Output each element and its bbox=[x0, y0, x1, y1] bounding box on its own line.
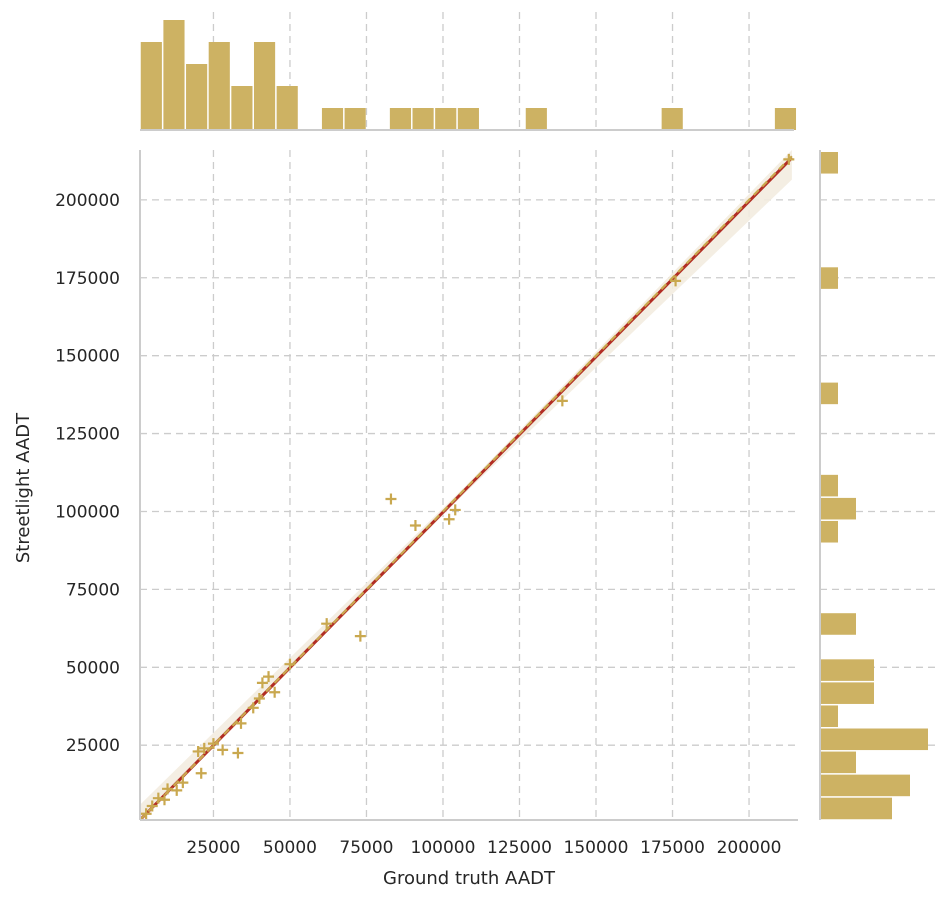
y-histogram-bar bbox=[820, 682, 874, 704]
y-tick-label: 150000 bbox=[55, 347, 120, 367]
scatter-point bbox=[354, 630, 366, 642]
scatter-point bbox=[140, 808, 152, 820]
y-tick-label: 75000 bbox=[66, 580, 120, 600]
scatter-points bbox=[140, 153, 795, 820]
x-tick-label: 150000 bbox=[564, 838, 629, 858]
x-histogram-bar bbox=[661, 108, 683, 130]
scatter-point bbox=[449, 504, 461, 516]
scatter-point bbox=[152, 792, 164, 804]
scatter-point bbox=[269, 686, 281, 698]
scatter-point bbox=[232, 747, 244, 759]
scatter-point bbox=[247, 702, 259, 714]
x-histogram-bar bbox=[253, 42, 276, 130]
scatter-point bbox=[192, 745, 204, 757]
scatter-point bbox=[146, 800, 158, 812]
x-tick-label: 200000 bbox=[717, 838, 782, 858]
y-histogram-bar bbox=[820, 474, 838, 497]
scatter-point bbox=[256, 677, 268, 689]
y-tick-label: 175000 bbox=[55, 269, 120, 289]
x-axis-label: Ground truth AADT bbox=[383, 868, 556, 889]
scatter-point bbox=[443, 513, 455, 525]
y-histogram-bar bbox=[820, 659, 874, 681]
right-marginal-histogram bbox=[819, 150, 928, 820]
scatter-point bbox=[235, 717, 247, 729]
x-tick-label: 75000 bbox=[339, 838, 393, 858]
joint-gridlines bbox=[140, 12, 936, 820]
x-histogram-bar bbox=[276, 86, 298, 130]
scatter-point bbox=[321, 618, 333, 630]
scatter-point bbox=[253, 692, 265, 704]
scatter-point bbox=[263, 671, 275, 683]
scatter-point bbox=[171, 784, 183, 796]
y-histogram-bar bbox=[820, 520, 838, 543]
x-histogram-bar bbox=[208, 42, 230, 130]
x-histogram-bar bbox=[435, 108, 457, 130]
scatter-point bbox=[195, 767, 207, 779]
x-histogram-bar bbox=[344, 108, 366, 130]
x-histogram-bar bbox=[389, 108, 412, 130]
y-histogram-bar bbox=[820, 267, 838, 289]
y-histogram-bar bbox=[820, 774, 910, 797]
y-histogram-bar bbox=[820, 751, 856, 774]
y-histogram-bar bbox=[820, 728, 928, 751]
x-tick-labels: 25000 50000 75000 100000 125000 150000 175000 2… bbox=[186, 838, 781, 858]
regression-line bbox=[138, 156, 793, 822]
scatter-point bbox=[670, 275, 682, 287]
top-marginal-histogram bbox=[140, 20, 797, 131]
x-histogram-bar bbox=[321, 108, 344, 130]
y-histogram-bar bbox=[820, 797, 892, 820]
y-histogram-bar bbox=[820, 497, 856, 520]
x-tick-label: 50000 bbox=[263, 838, 317, 858]
y-histogram-bar bbox=[820, 705, 838, 728]
scatter-point bbox=[385, 493, 397, 505]
scatter-point bbox=[158, 794, 170, 806]
x-tick-label: 25000 bbox=[186, 838, 240, 858]
x-histogram-bar bbox=[774, 108, 797, 130]
axis-spines bbox=[139, 150, 798, 821]
scatter-point bbox=[198, 742, 210, 754]
x-histogram-bar bbox=[186, 64, 208, 130]
scatter-point bbox=[556, 395, 568, 407]
y-axis-label: Streetlight AADT bbox=[13, 412, 34, 563]
x-histogram-bar bbox=[525, 108, 547, 130]
scatter-point bbox=[162, 783, 174, 795]
y-tick-label: 100000 bbox=[55, 502, 120, 522]
y-histogram-bar bbox=[820, 382, 838, 405]
y-histogram-bar bbox=[820, 613, 856, 635]
scatter-point bbox=[217, 744, 229, 756]
x-histogram-bar bbox=[457, 108, 479, 130]
scatter-point bbox=[409, 520, 421, 532]
y-tick-label: 125000 bbox=[55, 425, 120, 445]
x-histogram-bar bbox=[412, 108, 434, 130]
x-tick-label: 125000 bbox=[487, 838, 552, 858]
x-tick-label: 175000 bbox=[640, 838, 705, 858]
y-tick-label: 200000 bbox=[55, 191, 120, 211]
scatter-point bbox=[783, 153, 795, 165]
x-tick-label: 100000 bbox=[411, 838, 476, 858]
x-histogram-bar bbox=[163, 20, 185, 130]
scatter-point bbox=[207, 738, 219, 750]
x-histogram-bar bbox=[231, 86, 253, 130]
y-histogram-bar bbox=[820, 151, 838, 174]
x-histogram-bar bbox=[140, 42, 162, 130]
y-tick-labels: 25000 50000 75000 100000 125000 150000 175000 2… bbox=[55, 191, 120, 756]
regression-lines bbox=[138, 155, 793, 822]
y-tick-label: 25000 bbox=[66, 736, 120, 756]
scatter-point bbox=[177, 777, 189, 789]
y-tick-label: 50000 bbox=[66, 658, 120, 678]
scatter-point bbox=[284, 658, 296, 670]
